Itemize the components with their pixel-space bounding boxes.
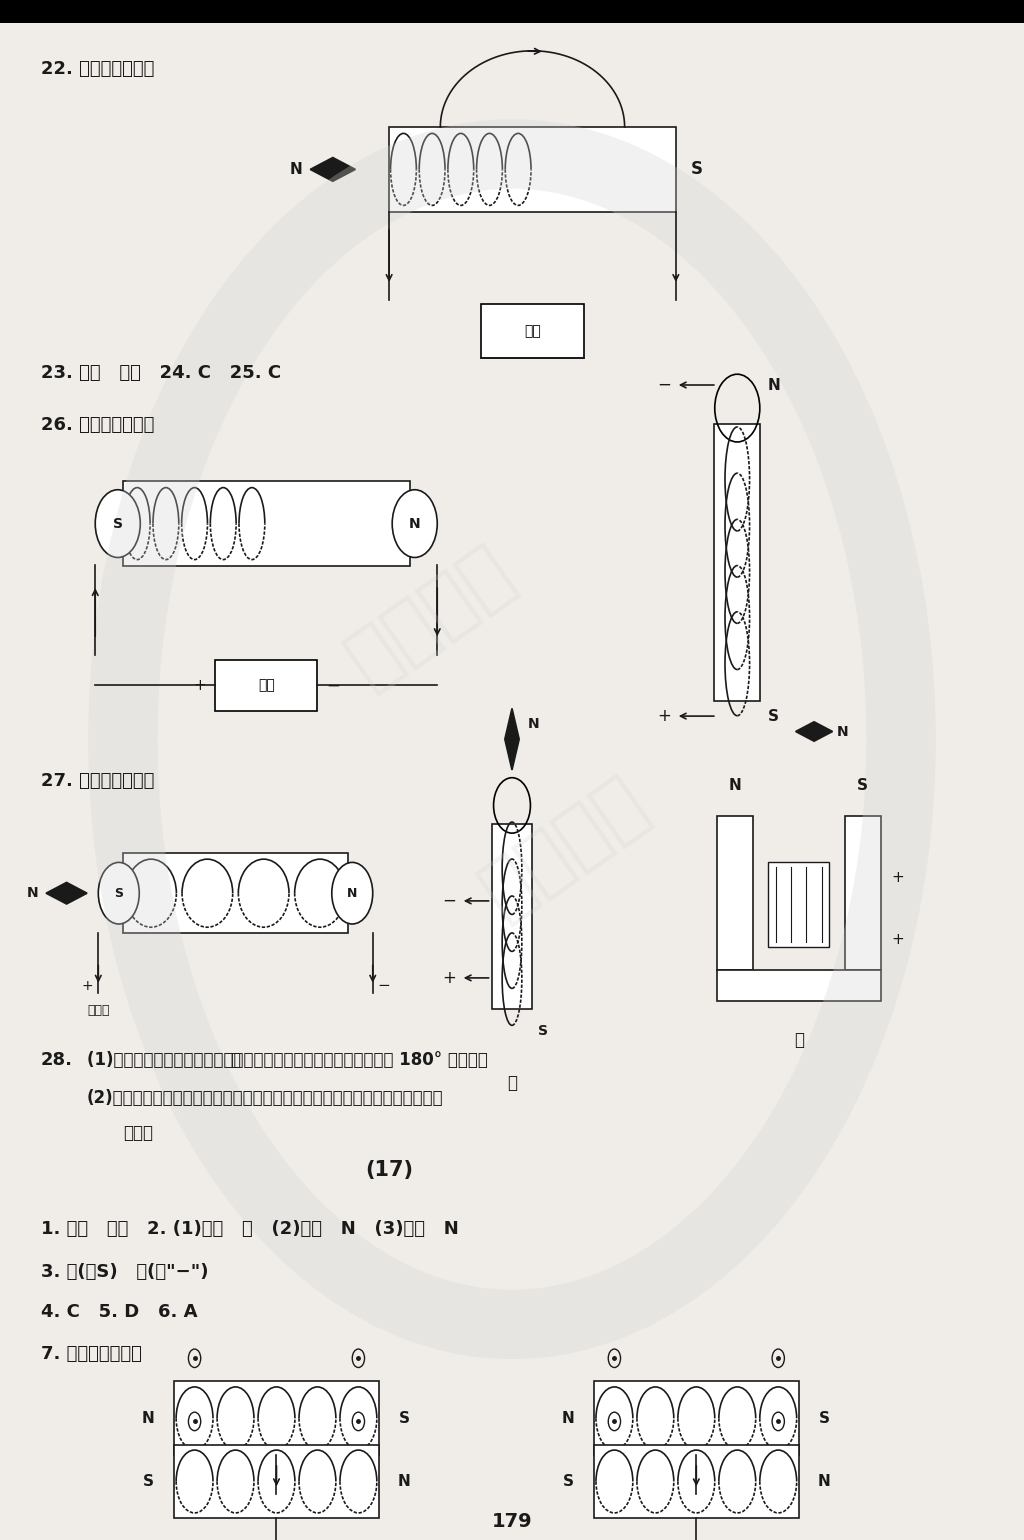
Text: N: N	[562, 1411, 574, 1426]
Bar	[123, 853, 348, 933]
Text: N: N	[768, 377, 780, 393]
Bar	[768, 862, 829, 947]
Polygon shape	[505, 708, 519, 770]
Text: 179: 179	[492, 1512, 532, 1531]
Circle shape	[95, 490, 140, 557]
Text: +: +	[81, 978, 93, 993]
Text: −: −	[378, 978, 390, 993]
Text: S: S	[691, 160, 703, 179]
Polygon shape	[310, 157, 355, 182]
Bar	[845, 816, 881, 970]
Text: N: N	[27, 885, 38, 901]
Text: (2)螺线管两端若不指南北，通电后螺线管将发生转动，最后静止，两端指南北: (2)螺线管两端若不指南北，通电后螺线管将发生转动，最后静止，两端指南北	[87, 1089, 443, 1107]
Text: 试动作业: 试动作业	[334, 533, 526, 699]
Text: S: S	[113, 516, 123, 531]
Bar	[174, 1445, 379, 1518]
Text: S: S	[768, 708, 779, 724]
Bar	[123, 480, 410, 567]
Text: 22. 答图如图所示：: 22. 答图如图所示：	[41, 60, 155, 79]
Bar	[715, 424, 760, 701]
Text: N: N	[527, 716, 539, 732]
Text: +: +	[441, 969, 456, 987]
Bar	[0, 0, 1024, 23]
Text: S: S	[819, 1411, 829, 1426]
Text: 1. 变大   电流   2. (1)电流   左   (2)电流   N   (3)电流   N: 1. 变大 电流 2. (1)电流 左 (2)电流 N (3)电流 N	[41, 1220, 459, 1238]
Bar	[174, 1381, 379, 1455]
Text: S: S	[857, 778, 868, 793]
Circle shape	[332, 862, 373, 924]
Text: N: N	[728, 778, 741, 793]
Text: 方向。: 方向。	[123, 1124, 153, 1143]
Bar	[594, 1445, 799, 1518]
Text: −: −	[656, 376, 671, 394]
Text: N: N	[837, 724, 848, 739]
Text: S: S	[538, 1024, 548, 1038]
Text: 丙: 丙	[794, 1030, 804, 1049]
Text: N: N	[409, 516, 421, 531]
Text: 4. C   5. D   6. A: 4. C 5. D 6. A	[41, 1303, 198, 1321]
Text: 27. 答图如图所示：: 27. 答图如图所示：	[41, 772, 155, 790]
Text: +: +	[891, 870, 903, 885]
Text: +: +	[891, 932, 903, 947]
Text: S: S	[115, 887, 123, 899]
Text: S: S	[563, 1474, 573, 1489]
Text: N: N	[290, 162, 302, 177]
Text: 电源: 电源	[524, 323, 541, 339]
Bar	[492, 824, 532, 1009]
Text: 教师刻板: 教师刻板	[467, 764, 659, 930]
Bar	[389, 128, 676, 213]
Text: N: N	[347, 887, 357, 899]
Text: S: S	[399, 1411, 410, 1426]
Text: N: N	[818, 1474, 830, 1489]
Circle shape	[98, 862, 139, 924]
Text: 甲: 甲	[230, 1050, 241, 1069]
Text: (1)螺线管两端若分别指南北，通电后仍保持指南北静止不动或转动 180° 后静止。: (1)螺线管两端若分别指南北，通电后仍保持指南北静止不动或转动 180° 后静止…	[87, 1050, 487, 1069]
Text: 7. 答图如图所示：: 7. 答图如图所示：	[41, 1344, 142, 1363]
Bar	[215, 661, 317, 711]
Bar	[717, 970, 881, 1001]
Text: 接电源: 接电源	[87, 1004, 110, 1016]
Text: +: +	[194, 678, 206, 693]
Bar	[717, 816, 753, 970]
Text: −: −	[441, 892, 456, 910]
Text: 28.: 28.	[41, 1050, 73, 1069]
Text: 26. 答图如图所示：: 26. 答图如图所示：	[41, 416, 155, 434]
Text: 电源: 电源	[258, 678, 274, 693]
Bar	[594, 1381, 799, 1455]
Bar	[481, 305, 584, 359]
Text: N: N	[142, 1411, 155, 1426]
Text: S: S	[143, 1474, 154, 1489]
Text: −: −	[326, 676, 340, 695]
Text: N: N	[398, 1474, 411, 1489]
Polygon shape	[796, 722, 833, 741]
Circle shape	[392, 490, 437, 557]
Text: +: +	[656, 707, 671, 725]
Text: (17): (17)	[366, 1161, 413, 1180]
Polygon shape	[46, 882, 87, 904]
Text: 23. 变大   变大   24. C   25. C: 23. 变大 变大 24. C 25. C	[41, 363, 281, 382]
Text: 3. 南(或S)   负(或"−"): 3. 南(或S) 负(或"−")	[41, 1263, 209, 1281]
Text: 乙: 乙	[507, 1073, 517, 1092]
